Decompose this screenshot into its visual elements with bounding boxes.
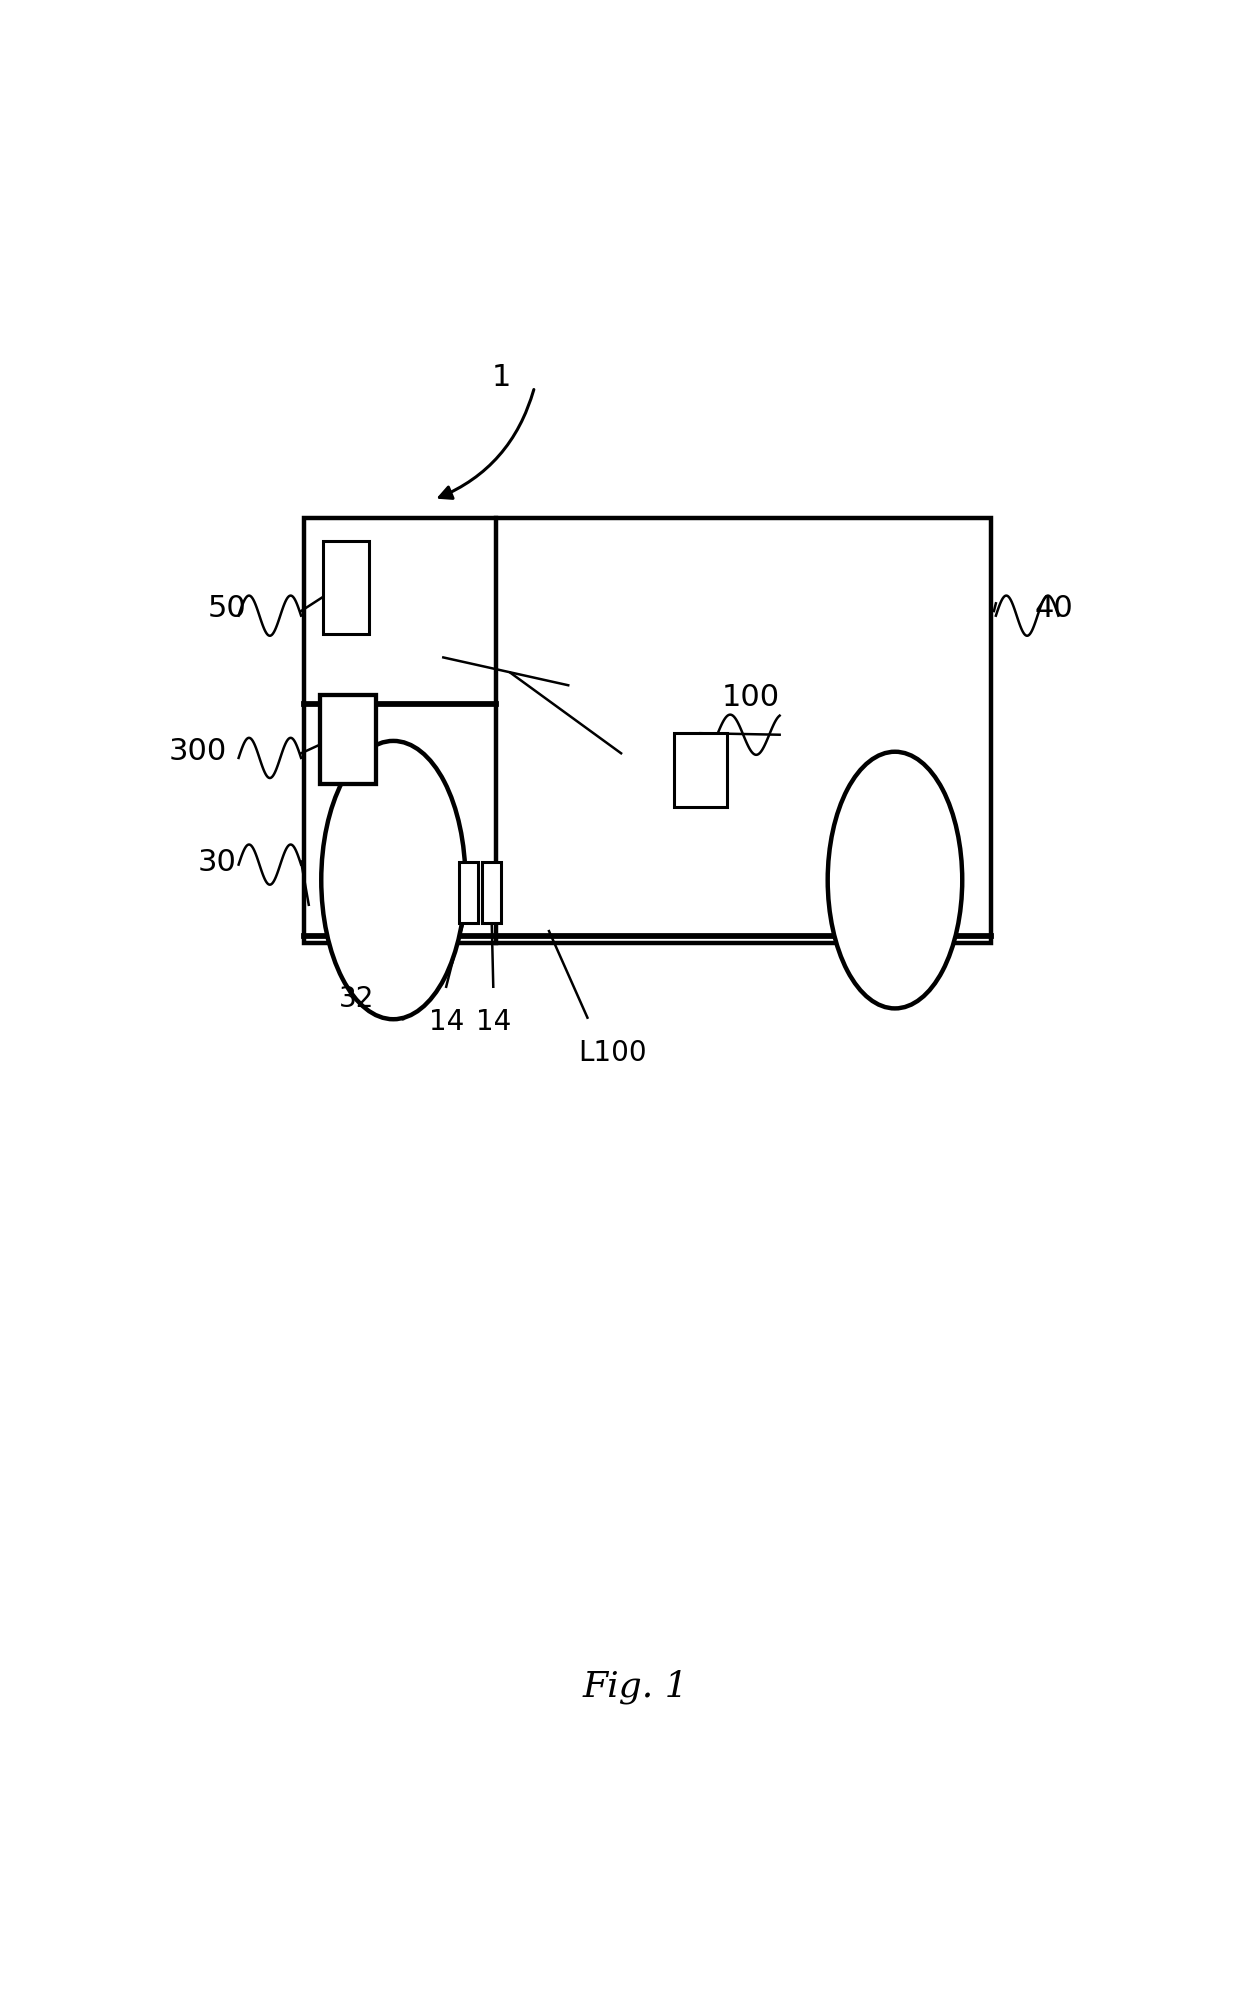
Text: L100: L100: [578, 1038, 646, 1066]
Bar: [324, 542, 370, 634]
Text: 100: 100: [722, 682, 780, 710]
Bar: [304, 520, 991, 943]
Text: 14: 14: [476, 1008, 511, 1036]
Text: 14: 14: [429, 1008, 464, 1036]
Text: 50: 50: [207, 594, 247, 622]
Bar: [459, 863, 477, 923]
Text: 40: 40: [1034, 594, 1073, 622]
Text: Fig. 1: Fig. 1: [583, 1668, 688, 1704]
Text: 32: 32: [339, 983, 374, 1012]
Bar: [675, 735, 727, 809]
Text: 1: 1: [491, 363, 511, 391]
Ellipse shape: [828, 753, 962, 1010]
Ellipse shape: [321, 741, 465, 1020]
Text: 30: 30: [198, 847, 237, 877]
Text: 300: 300: [169, 737, 227, 765]
Bar: [320, 694, 376, 785]
Bar: [481, 863, 501, 923]
